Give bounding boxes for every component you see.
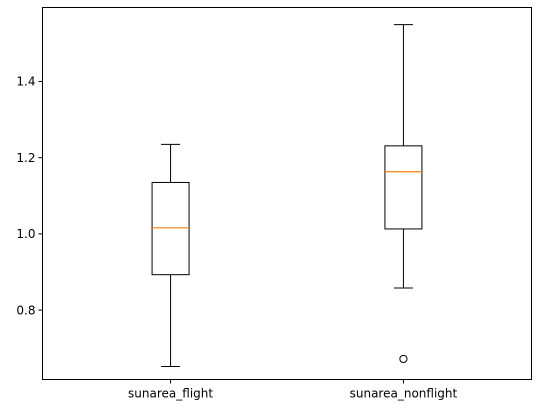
y-tick-label: 1.0 [16, 227, 35, 241]
iqr-box [151, 181, 190, 276]
x-tick-label: sunarea_nonflight [350, 387, 458, 401]
axis-layer: sunarea_flight sunarea_nonflight 0.8 1.0 1.2… [16, 75, 457, 401]
plot-layer [151, 24, 423, 368]
outlier-point [399, 354, 408, 364]
box-sunarea_flight [151, 143, 190, 368]
y-tick-label: 1.4 [16, 75, 35, 89]
box-sunarea_nonflight [384, 24, 423, 364]
x-tick-label: sunarea_flight [128, 387, 213, 401]
y-tick-label: 0.8 [16, 303, 35, 317]
y-tick-label: 1.2 [16, 151, 35, 165]
iqr-box [384, 145, 423, 230]
plot-frame [42, 7, 532, 380]
